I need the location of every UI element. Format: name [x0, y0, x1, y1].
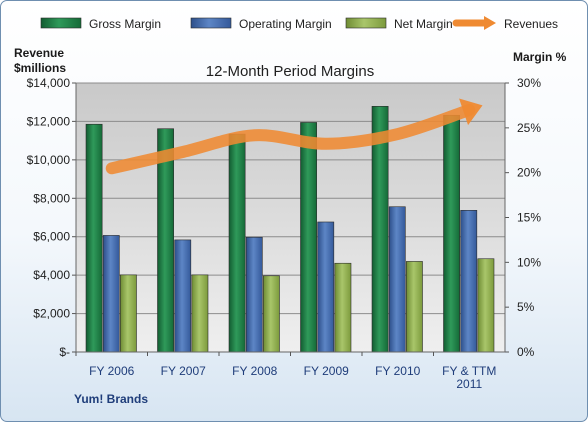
left-axis-label-2: $millions	[14, 61, 66, 75]
left-tick-label: $12,000	[27, 114, 71, 128]
bar-operating-margin	[102, 235, 120, 353]
left-tick-label: $10,000	[27, 153, 71, 167]
x-tick-label: 2011	[456, 377, 482, 391]
left-tick-label: $2,000	[33, 307, 70, 321]
right-tick-label: 10%	[517, 255, 541, 269]
legend-label: Gross Margin	[89, 17, 161, 31]
revenues-line	[105, 103, 476, 175]
bar-net-margin	[477, 258, 495, 353]
x-tick-label: FY 2007	[161, 364, 206, 378]
bar-gross-margin	[443, 114, 460, 353]
right-tick-label: 0%	[517, 345, 535, 359]
left-tick-label: $-	[59, 345, 70, 359]
right-tick-label: 5%	[517, 300, 535, 314]
bar-net-margin	[120, 274, 137, 353]
left-tick-label: $4,000	[33, 268, 70, 282]
left-tick-label: $8,000	[33, 191, 70, 205]
legend-arrowhead	[484, 16, 496, 30]
right-tick-label: 15%	[517, 211, 541, 225]
bar-operating-margin	[317, 221, 335, 353]
left-tick-label: $14,000	[27, 76, 71, 90]
bar-gross-margin	[228, 133, 246, 353]
legend-swatch	[40, 17, 82, 29]
legend-swatch	[345, 17, 387, 29]
legend-label: Revenues	[504, 17, 558, 31]
bar-gross-margin	[85, 123, 103, 353]
bar-operating-margin	[460, 210, 478, 353]
right-tick-label: 20%	[517, 166, 541, 180]
legend-label: Net Margin	[394, 17, 453, 31]
chart-title: 12-Month Period Margins	[206, 63, 374, 80]
legend: Gross Margin Operating Margin Net Margin Re…	[40, 16, 558, 31]
bar-net-margin	[334, 262, 352, 353]
x-tick-label: FY & TTM	[442, 364, 496, 378]
right-tick-label: 25%	[517, 121, 541, 135]
left-tick-label: $6,000	[33, 230, 70, 244]
revenue-line	[105, 98, 483, 175]
revenues-arrowhead	[459, 98, 483, 126]
right-axis-label: Margin %	[513, 50, 567, 64]
axes: $- $2,000 $4,000 $6,000 $8,000 $10,000 $12,000…	[27, 76, 542, 391]
x-tick-label: FY 2006	[89, 364, 134, 378]
bar-gross-margin	[300, 122, 317, 353]
left-axis-label-1: Revenue	[14, 46, 64, 60]
bar-net-margin	[406, 261, 423, 353]
bar-operating-margin	[174, 239, 192, 353]
x-tick-label: FY 2010	[375, 364, 420, 378]
right-tick-label: 30%	[517, 76, 541, 90]
bar-net-margin	[263, 275, 280, 353]
bar-operating-margin	[245, 236, 263, 353]
x-tick-label: FY 2008	[232, 364, 277, 378]
legend-swatch	[190, 17, 232, 29]
x-tick-label: FY 2009	[304, 364, 349, 378]
bar-net-margin	[191, 274, 209, 353]
company-label: Yum! Brands	[74, 392, 148, 406]
bar-operating-margin	[388, 206, 406, 353]
legend-label: Operating Margin	[239, 17, 332, 31]
